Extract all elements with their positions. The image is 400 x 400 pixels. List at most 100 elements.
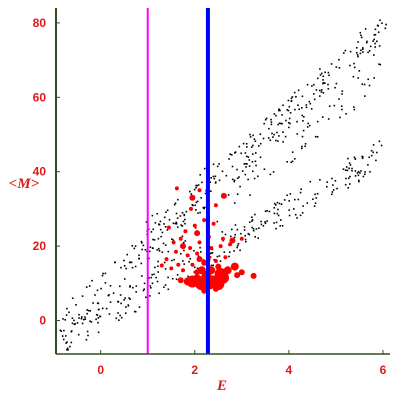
data-point [339,116,341,119]
data-point [289,193,292,195]
data-point [324,71,326,74]
highlight-point [166,225,171,230]
data-point [251,219,254,221]
data-point [248,159,251,161]
data-point [171,238,173,240]
data-point [287,99,290,102]
data-point [65,335,67,337]
highlight-point [178,236,183,241]
data-point [236,244,239,247]
data-point [319,74,322,76]
data-point [273,212,276,215]
data-point [288,117,291,120]
data-point [148,257,150,260]
data-point [360,36,363,39]
data-point [273,207,276,209]
data-point [249,221,251,223]
data-point [317,77,319,80]
data-point [293,91,296,94]
data-point [367,78,369,81]
data-point [299,191,302,194]
data-point [291,160,294,163]
data-point [294,213,297,216]
data-point [347,187,349,189]
data-point [268,127,270,130]
data-point [164,216,166,219]
highlight-point [239,236,244,241]
data-point [251,226,253,229]
data-point [156,249,159,251]
data-point [266,220,268,222]
data-point [290,97,293,100]
highlight-point [185,253,190,258]
data-point [313,93,315,95]
data-point [71,317,74,319]
data-point [179,215,182,217]
data-point [158,292,160,295]
data-point [305,106,308,109]
data-point [264,221,266,223]
data-point [118,319,120,321]
data-point [202,206,205,209]
data-point [275,221,278,224]
data-point [89,310,91,312]
data-point [209,181,211,183]
data-point [362,51,364,53]
data-point [78,317,80,319]
data-point [302,205,304,207]
highlight-point [194,230,201,237]
data-point [385,23,387,26]
highlight-point [174,249,178,254]
data-point [184,240,187,242]
data-point [189,258,192,260]
data-point [253,177,256,180]
data-point [62,318,64,320]
data-point [372,151,374,154]
data-point [285,119,287,122]
highlight-point [190,262,195,267]
data-point [119,294,122,296]
data-point [316,120,319,123]
data-point [272,171,275,173]
data-point [265,117,268,120]
data-point [95,318,97,321]
data-point [297,89,300,92]
data-point [212,264,214,267]
data-point [315,197,318,199]
data-point [249,136,252,138]
highlight-point [250,272,257,279]
data-point [364,28,367,30]
data-point [275,204,277,206]
data-point [321,116,324,118]
data-point [150,231,153,233]
data-point [276,131,278,134]
data-point [135,285,138,287]
data-point [195,201,198,204]
data-point [189,190,191,193]
data-point [351,170,353,172]
data-point [231,165,234,168]
data-point [277,123,279,126]
data-point [64,319,66,321]
data-point [262,137,265,140]
data-point [76,322,79,324]
data-point [342,168,345,170]
data-point [216,255,219,258]
data-point [253,138,256,140]
data-point [234,224,237,226]
data-point [245,166,247,168]
data-point [175,278,178,281]
data-point [367,51,369,54]
data-point [313,205,316,207]
data-point [177,198,179,201]
data-point [86,312,88,315]
data-point [199,246,201,249]
data-point [149,246,152,248]
data-point [247,178,249,181]
data-point [248,165,251,167]
data-point [320,91,323,93]
data-point [182,220,185,223]
data-point [158,247,160,250]
data-point [251,216,253,218]
data-point [138,254,140,257]
